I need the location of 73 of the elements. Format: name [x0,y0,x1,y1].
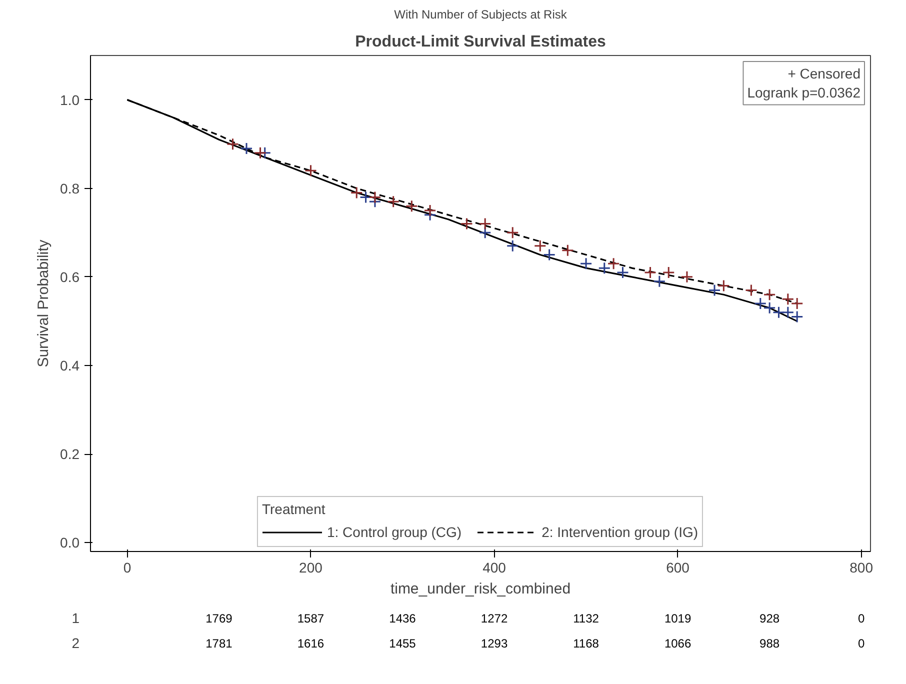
chart-title: Product-Limit Survival Estimates [355,34,606,50]
point [644,266,657,279]
data-label: 1293 [480,636,508,650]
point [680,270,694,284]
point [790,297,804,310]
point [782,292,794,306]
y-tick-label: 2 [72,635,80,651]
data-label: 1132 [573,612,600,626]
point [763,288,776,301]
point [607,257,620,270]
data-label: 0 [858,612,865,626]
point [653,275,666,288]
y-tick-label: 1.0 [60,92,80,108]
data-label: 1272 [480,612,508,626]
point [506,240,519,252]
point [763,302,776,314]
y-axis-title: Survival Probability [35,239,52,368]
point [616,266,629,279]
point [424,204,436,217]
chart-subtitle: With Number of Subjects at Risk [394,8,568,22]
x-tick-label: 400 [482,560,506,576]
data-label: 1769 [206,612,233,626]
data-label: 1066 [664,636,692,650]
x-tick-label: 0 [123,560,132,576]
legend-title: Treatment [262,501,326,517]
point [708,284,721,296]
legend-label: 2: Intervention group (IG) [542,524,698,540]
y-tick-label: 0.4 [60,358,80,374]
y-tick-label: 0.8 [60,180,80,196]
point [543,248,556,262]
x-tick-label: 800 [850,560,874,576]
point [304,164,317,177]
point [598,262,611,274]
data-label: 1616 [297,636,324,650]
x-tick-label: 600 [666,560,690,576]
point [405,200,418,212]
point [506,226,519,239]
data-label: 1781 [206,636,233,650]
point [662,266,675,279]
point [350,186,363,200]
data-label: 1168 [573,636,600,650]
data-label: 928 [760,612,780,626]
data-label: 988 [760,636,780,650]
point [561,244,574,257]
data-label: 0 [858,636,865,650]
point [387,195,400,208]
point [772,306,785,319]
data-label: 1455 [389,636,416,650]
point [254,146,267,160]
point [790,310,804,324]
annotation: + Censored [788,66,861,82]
point [754,297,767,310]
y-tick-label: 0.0 [60,534,80,551]
y-tick-label: 0.2 [60,446,80,462]
point [240,142,253,155]
point [478,218,492,230]
point [717,280,730,292]
point [368,190,382,204]
point [534,240,546,252]
point [782,306,794,319]
point [744,284,758,296]
point [226,138,239,150]
data-label: 1436 [389,612,416,626]
legend-label: 1: Control group (CG) [326,524,462,540]
y-tick-label: 1 [72,610,80,626]
data-label: 1019 [664,612,692,626]
x-axis-title: time_under_risk_combined [390,580,571,598]
point [460,218,473,230]
x-tick-label: 200 [299,560,323,576]
y-tick-label: 0.6 [60,268,80,285]
point [580,257,592,270]
data-label: 1587 [297,612,324,626]
annotation: Logrank p=0.0362 [747,84,861,101]
